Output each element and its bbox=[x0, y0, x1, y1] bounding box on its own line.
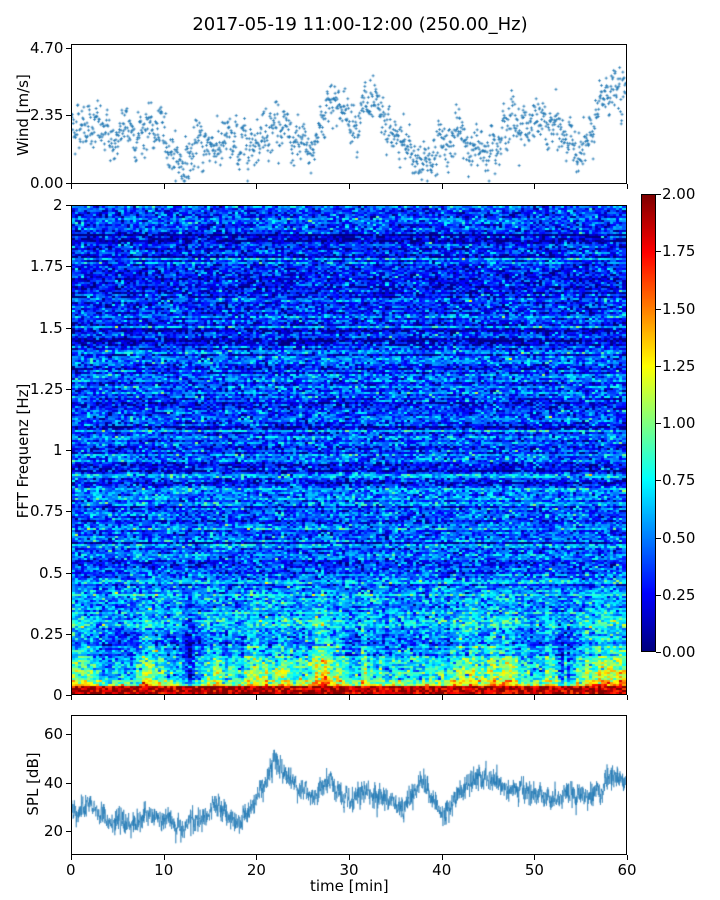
spl-x-tick-label: 40 bbox=[432, 861, 452, 879]
spectrogram-y-tick bbox=[66, 205, 71, 206]
spl-x-tick bbox=[256, 855, 258, 860]
spl-x-tick-label: 50 bbox=[524, 861, 544, 879]
colorbar-tick-label: 0.25 bbox=[662, 585, 696, 604]
colorbar-tick bbox=[656, 365, 661, 367]
spectrogram-x-tick bbox=[441, 695, 443, 700]
wind-x-tick bbox=[627, 184, 628, 189]
wind-x-tick bbox=[534, 184, 536, 189]
spectrogram-x-tick bbox=[349, 695, 350, 700]
colorbar-tick-label: 1.75 bbox=[662, 242, 696, 261]
spectrogram-y-tick-label: 1 bbox=[53, 441, 63, 459]
colorbar-tick-label: 0.00 bbox=[662, 643, 696, 661]
wind-y-tick bbox=[66, 182, 71, 184]
spectrogram-x-tick bbox=[71, 695, 72, 700]
spl-x-tick-label: 30 bbox=[339, 861, 359, 879]
spectrogram-x-tick bbox=[163, 695, 165, 700]
wind-x-tick bbox=[163, 184, 165, 189]
spectrogram-y-tick-label: 0.75 bbox=[30, 502, 64, 521]
spl-line-panel bbox=[71, 715, 627, 855]
spl-x-tick bbox=[349, 855, 350, 860]
spectrogram-x-tick bbox=[534, 695, 536, 700]
colorbar-tick-label: 0.50 bbox=[662, 528, 696, 547]
colorbar-tick-label: 2.00 bbox=[662, 185, 696, 203]
wind-scatter-panel bbox=[71, 44, 627, 184]
colorbar-tick bbox=[656, 480, 661, 482]
spectrogram-y-tick-label: 0.5 bbox=[39, 563, 63, 582]
spl-x-tick-label: 20 bbox=[246, 861, 266, 879]
spectrogram-heatmap bbox=[72, 206, 626, 694]
spl-x-tick-label: 10 bbox=[154, 861, 174, 879]
wind-y-tick-label: 4.70 bbox=[30, 39, 64, 58]
x-axis-label: time [min] bbox=[310, 877, 389, 895]
colorbar-tick-label: 1.00 bbox=[662, 414, 696, 432]
spl-y-tick bbox=[66, 734, 71, 736]
wind-y-tick-label: 0.00 bbox=[30, 173, 64, 192]
colorbar-tick bbox=[656, 251, 661, 253]
wind-scatter-points bbox=[72, 45, 626, 183]
colorbar-tick-label: 0.75 bbox=[662, 471, 696, 490]
colorbar-gradient bbox=[642, 195, 655, 651]
wind-y-tick bbox=[66, 115, 71, 117]
colorbar-tick-label: 1.25 bbox=[662, 356, 696, 375]
spectrogram-y-tick bbox=[66, 388, 71, 390]
wind-y-tick-label: 2.35 bbox=[30, 106, 64, 125]
colorbar-tick bbox=[656, 194, 661, 195]
wind-x-tick bbox=[71, 184, 72, 189]
colorbar-tick bbox=[656, 423, 661, 424]
wind-x-tick bbox=[349, 184, 350, 189]
colorbar-tick bbox=[656, 308, 661, 310]
wind-x-tick bbox=[256, 184, 258, 189]
spectrogram-y-tick bbox=[66, 511, 71, 513]
spectrogram-y-tick bbox=[66, 572, 71, 574]
spl-y-tick-label: 40 bbox=[44, 773, 64, 792]
spectrogram-y-tick bbox=[66, 633, 71, 635]
spectrogram-y-tick bbox=[66, 327, 71, 329]
colorbar-tick bbox=[656, 537, 661, 539]
spectrogram-y-tick bbox=[66, 266, 71, 268]
spl-x-tick-label: 0 bbox=[66, 861, 76, 879]
spl-x-tick bbox=[71, 855, 72, 860]
spl-line bbox=[72, 716, 626, 854]
spectrogram-x-tick bbox=[256, 695, 258, 700]
spl-y-axis-label: SPL [dB] bbox=[24, 752, 42, 816]
spectrogram-y-tick-label: 1.75 bbox=[30, 257, 64, 276]
spl-x-tick bbox=[534, 855, 536, 860]
spectrogram-y-tick-label: 1.5 bbox=[39, 318, 63, 337]
spectrogram-y-tick bbox=[66, 695, 71, 696]
spl-x-tick bbox=[627, 855, 628, 860]
spl-y-tick bbox=[66, 830, 71, 832]
spectrogram-x-tick bbox=[627, 695, 628, 700]
spectrogram-y-tick bbox=[66, 450, 71, 451]
colorbar-tick bbox=[656, 652, 661, 653]
spectrogram-y-tick-label: 2 bbox=[53, 196, 63, 214]
colorbar-tick bbox=[656, 594, 661, 596]
wind-x-tick bbox=[441, 184, 443, 189]
colorbar-tick-label: 1.50 bbox=[662, 299, 696, 318]
spectrogram-y-tick-label: 0.25 bbox=[30, 624, 64, 643]
spectrogram-y-tick-label: 0 bbox=[53, 686, 63, 704]
spectrogram-y-tick-label: 1.25 bbox=[30, 379, 64, 398]
figure-title: 2017-05-19 11:00-12:00 (250.00_Hz) bbox=[192, 14, 528, 35]
spl-x-tick bbox=[441, 855, 443, 860]
spl-y-tick bbox=[66, 782, 71, 784]
spl-x-tick bbox=[163, 855, 165, 860]
spectrogram-panel bbox=[71, 205, 627, 695]
colorbar bbox=[641, 194, 656, 652]
spl-y-tick-label: 60 bbox=[44, 725, 64, 744]
spl-x-tick-label: 60 bbox=[617, 861, 637, 879]
spl-y-tick-label: 20 bbox=[44, 821, 64, 840]
wind-y-tick bbox=[66, 48, 71, 50]
